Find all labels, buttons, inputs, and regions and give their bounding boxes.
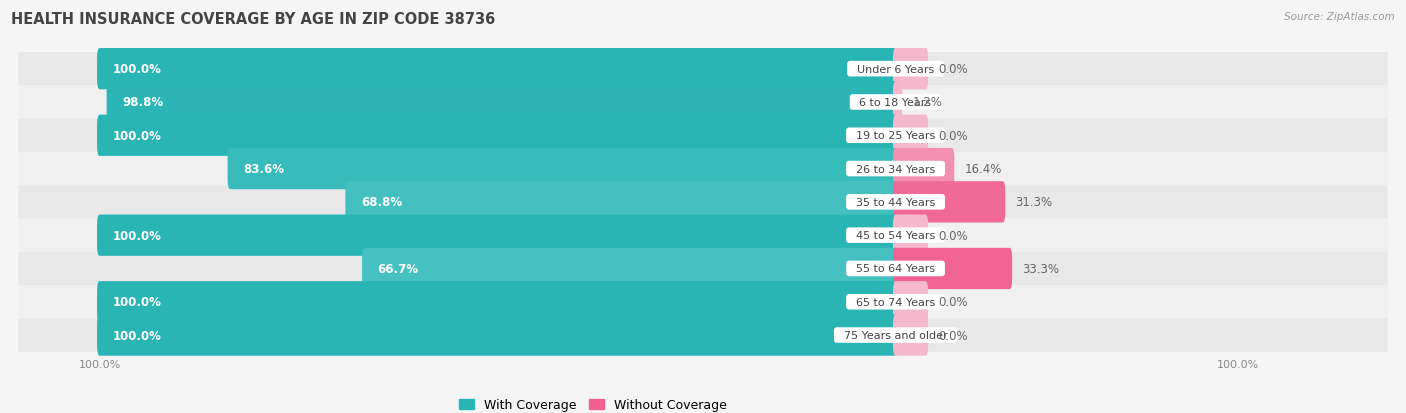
Text: 65 to 74 Years: 65 to 74 Years [849,297,942,307]
Text: 100.0%: 100.0% [112,63,162,76]
Text: 31.3%: 31.3% [1015,196,1053,209]
FancyBboxPatch shape [18,119,1388,152]
FancyBboxPatch shape [107,82,898,123]
Text: 98.8%: 98.8% [122,96,163,109]
FancyBboxPatch shape [228,149,898,190]
FancyBboxPatch shape [97,315,898,356]
FancyBboxPatch shape [893,49,928,90]
FancyBboxPatch shape [18,86,1388,119]
FancyBboxPatch shape [893,182,1005,223]
Text: 35 to 44 Years: 35 to 44 Years [849,197,942,207]
FancyBboxPatch shape [97,215,898,256]
FancyBboxPatch shape [346,182,898,223]
FancyBboxPatch shape [893,215,928,256]
Text: 1.2%: 1.2% [912,96,942,109]
Text: 26 to 34 Years: 26 to 34 Years [849,164,942,174]
Text: 55 to 64 Years: 55 to 64 Years [849,264,942,274]
FancyBboxPatch shape [893,149,955,190]
Text: 16.4%: 16.4% [965,163,1002,176]
Text: 68.8%: 68.8% [361,196,402,209]
Text: 45 to 54 Years: 45 to 54 Years [849,230,942,241]
Text: 100.0%: 100.0% [112,329,162,342]
FancyBboxPatch shape [18,53,1388,86]
Text: 33.3%: 33.3% [1022,262,1059,275]
Text: 0.0%: 0.0% [938,129,967,142]
FancyBboxPatch shape [97,115,898,157]
Text: 100.0%: 100.0% [112,296,162,309]
Text: Under 6 Years: Under 6 Years [851,64,941,74]
Text: 83.6%: 83.6% [243,163,284,176]
FancyBboxPatch shape [18,219,1388,252]
Text: 6 to 18 Years: 6 to 18 Years [852,98,939,108]
Text: 100.0%: 100.0% [112,129,162,142]
FancyBboxPatch shape [97,49,898,90]
Text: 0.0%: 0.0% [938,296,967,309]
Text: 0.0%: 0.0% [938,63,967,76]
FancyBboxPatch shape [363,248,898,290]
Text: 0.0%: 0.0% [938,329,967,342]
FancyBboxPatch shape [893,82,903,123]
FancyBboxPatch shape [893,281,928,323]
FancyBboxPatch shape [18,152,1388,186]
FancyBboxPatch shape [97,281,898,323]
Text: 66.7%: 66.7% [378,262,419,275]
Text: 75 Years and older: 75 Years and older [837,330,955,340]
FancyBboxPatch shape [893,315,928,356]
Text: 0.0%: 0.0% [938,229,967,242]
FancyBboxPatch shape [18,186,1388,219]
FancyBboxPatch shape [18,285,1388,319]
FancyBboxPatch shape [893,115,928,157]
Text: 100.0%: 100.0% [112,229,162,242]
Legend: With Coverage, Without Coverage: With Coverage, Without Coverage [454,393,731,413]
FancyBboxPatch shape [18,319,1388,352]
FancyBboxPatch shape [893,248,1012,290]
Text: Source: ZipAtlas.com: Source: ZipAtlas.com [1284,12,1395,22]
Text: 19 to 25 Years: 19 to 25 Years [849,131,942,141]
Text: HEALTH INSURANCE COVERAGE BY AGE IN ZIP CODE 38736: HEALTH INSURANCE COVERAGE BY AGE IN ZIP … [11,12,495,27]
FancyBboxPatch shape [18,252,1388,285]
